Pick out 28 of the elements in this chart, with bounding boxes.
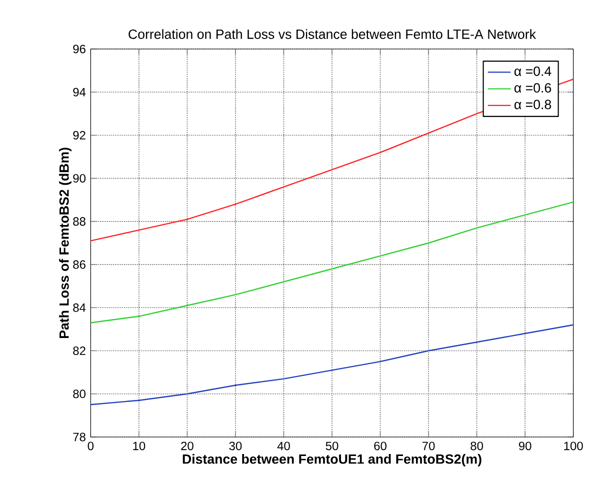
legend-label: α =0.8 [514, 100, 552, 110]
y-tick-label: 88 [73, 217, 86, 226]
x-tick-label: 20 [181, 442, 194, 450]
x-tick-label: 60 [374, 442, 386, 450]
x-tick-label: 30 [229, 442, 242, 450]
y-tick-label: 80 [73, 390, 86, 398]
x-tick-label: 10 [133, 442, 146, 450]
x-tick-label: 90 [518, 442, 532, 450]
y-tick-label: 78 [73, 432, 86, 442]
y-tick-label: 96 [73, 44, 86, 54]
line-series [90, 324, 574, 406]
chart-title: Correlation on Path Loss vs Distance between Femto LTE-A Network [128, 29, 536, 39]
legend-label: α =0.4 [514, 66, 552, 76]
x-tick-label: 100 [564, 442, 583, 450]
x-tick-label: 0 [88, 442, 94, 450]
x-tick-label: 50 [326, 442, 338, 450]
y-tick-label: 86 [73, 260, 86, 269]
y-tick-label: 84 [73, 303, 86, 312]
y-tick-label: 82 [73, 346, 86, 356]
x-tick-label: 40 [277, 442, 290, 450]
y-tick-label: 94 [73, 88, 86, 96]
legend-label: α =0.6 [514, 83, 552, 93]
y-axis-title: Path Loss of FemtoBS2 (dBm) [59, 148, 72, 338]
x-tick-label: 70 [422, 442, 435, 450]
x-tick-label: 80 [470, 442, 484, 450]
y-tick-label: 90 [73, 174, 86, 183]
y-tick-label: 92 [73, 130, 86, 140]
x-axis-title: Distance between FemtoUE1 and FemtoBS2(m) [182, 454, 482, 466]
